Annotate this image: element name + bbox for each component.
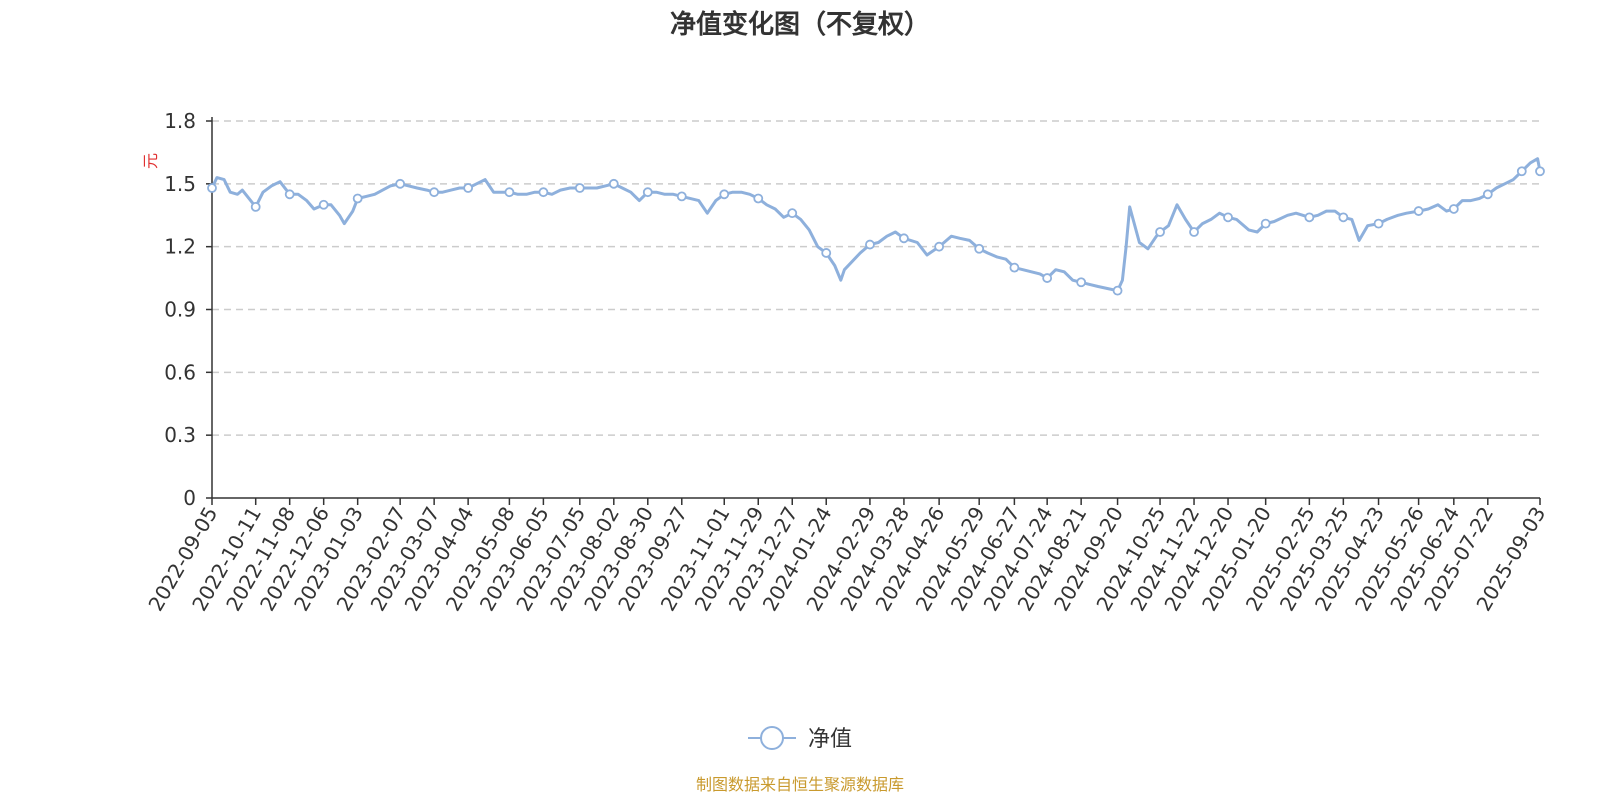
- data-point: [1304, 212, 1315, 223]
- y-tick-label: 1.2: [164, 235, 196, 259]
- data-source-note: 制图数据来自恒生聚源数据库: [696, 775, 904, 794]
- y-tick-label: 1.5: [164, 172, 196, 196]
- data-point: [787, 208, 798, 219]
- data-point: [504, 187, 515, 198]
- data-point: [821, 248, 832, 258]
- data-point: [1076, 277, 1087, 288]
- data-point: [1338, 212, 1349, 223]
- circle-line-icon: [760, 726, 784, 750]
- grid-lines: [212, 120, 1540, 436]
- y-axis-ticks: 0 0.3 0.6 0.9 1.2 1.5 1.8: [164, 109, 212, 510]
- data-point: [934, 241, 945, 252]
- y-axis-unit-label: 元: [141, 153, 160, 169]
- data-point: [352, 193, 363, 204]
- data-point: [318, 199, 329, 210]
- data-point: [207, 183, 217, 193]
- y-tick-label: 1.8: [164, 109, 196, 133]
- data-point: [429, 187, 440, 198]
- series-line: [210, 157, 1542, 293]
- chart-title: 净值变化图（不复权）: [670, 9, 930, 40]
- legend-label: 净值: [808, 727, 852, 752]
- legend[interactable]: 净值: [748, 726, 852, 752]
- data-point: [1260, 218, 1271, 229]
- data-point: [1482, 189, 1493, 200]
- data-point: [1223, 212, 1233, 223]
- data-point: [974, 243, 985, 254]
- data-point: [1448, 204, 1459, 214]
- y-tick-label: 0: [183, 486, 196, 510]
- data-point: [250, 201, 261, 212]
- axes: [211, 117, 1540, 499]
- data-point: [1373, 218, 1384, 229]
- data-point: [642, 187, 653, 198]
- data-point: [865, 239, 875, 250]
- data-point: [1413, 206, 1424, 216]
- y-tick-label: 0.9: [164, 298, 196, 322]
- data-point: [284, 189, 295, 200]
- data-point: [753, 193, 764, 204]
- data-point: [899, 233, 909, 244]
- y-tick-label: 0.6: [164, 360, 196, 384]
- data-point: [1516, 166, 1527, 177]
- data-point: [574, 183, 585, 193]
- data-point: [538, 187, 549, 198]
- data-point: [1009, 262, 1020, 273]
- data-point: [1189, 227, 1199, 237]
- data-point: [463, 183, 474, 193]
- data-point: [1155, 227, 1165, 237]
- series-nav: [207, 157, 1545, 296]
- y-tick-label: 0.3: [164, 423, 196, 447]
- data-point: [608, 178, 619, 189]
- data-point: [676, 191, 687, 202]
- x-axis-ticks: 2022-09-052022-10-112022-11-082022-12-06…: [143, 498, 1550, 615]
- data-point: [395, 178, 406, 189]
- data-point: [719, 189, 730, 200]
- data-point: [1112, 285, 1123, 296]
- data-point: [1042, 273, 1053, 283]
- data-point: [1535, 166, 1545, 177]
